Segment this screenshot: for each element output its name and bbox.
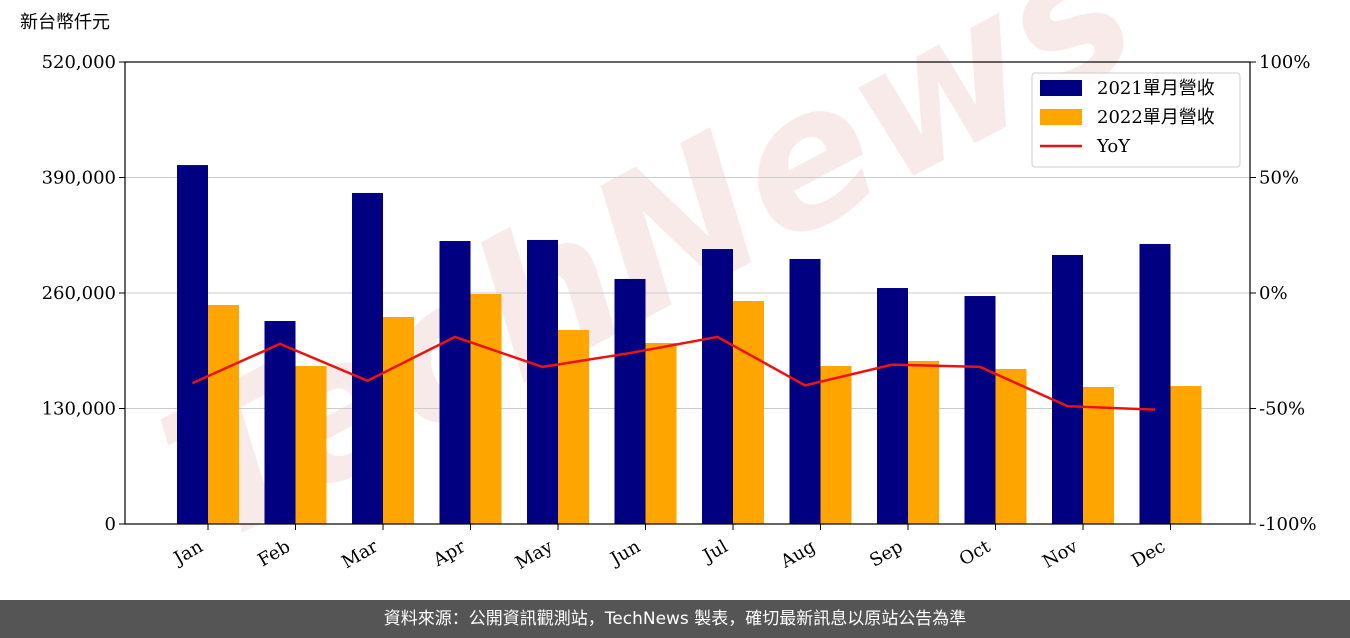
bar	[820, 366, 852, 524]
x-tick-label: Oct	[956, 536, 995, 571]
bar	[908, 360, 939, 524]
y2-tick-label: 50%	[1259, 168, 1299, 189]
footer: 資料來源：公開資訊觀測站，TechNews 製表，確切最新訊息以原站公告為準	[0, 600, 1350, 638]
x-tick-label: Jul	[698, 536, 732, 568]
yoy-line	[191, 335, 1156, 411]
bar	[383, 316, 414, 524]
y-tick-label: 390,000	[42, 168, 116, 189]
bar	[1139, 243, 1171, 525]
bar	[645, 343, 677, 524]
bar	[702, 249, 733, 524]
y2-tick-label: -50%	[1259, 399, 1305, 420]
x-tick-label: Aug	[776, 536, 819, 573]
bar	[295, 366, 327, 524]
y2-tick-label: -100%	[1259, 514, 1317, 535]
y-tick-label: 0	[105, 514, 116, 535]
legend-swatch	[1040, 109, 1082, 125]
y2-tick-label: 0%	[1259, 283, 1288, 304]
x-tick-label: May	[512, 536, 557, 574]
x-tick-label: Nov	[1039, 536, 1082, 573]
y-tick-label: 260,000	[42, 283, 116, 304]
legend-label: 2021單月營收	[1097, 78, 1215, 99]
x-tick-label: Mar	[338, 536, 382, 573]
x-tick-label: Jun	[605, 536, 644, 571]
bar	[352, 192, 383, 524]
bar	[470, 293, 502, 524]
legend: 2021單月營收 2022單月營收 YoY	[1031, 72, 1241, 168]
bar	[1052, 254, 1083, 524]
bar	[439, 241, 471, 524]
x-tick-label: Apr	[429, 536, 469, 571]
bar	[789, 258, 821, 524]
bar	[208, 304, 239, 524]
bar	[1083, 386, 1114, 524]
y2-tick-label: 100%	[1259, 52, 1310, 73]
bar	[264, 320, 296, 524]
x-tick-label: Sep	[866, 536, 906, 571]
y-tick-label: 130,000	[42, 399, 116, 420]
bar	[527, 239, 558, 524]
bar	[964, 296, 996, 524]
legend-box	[1031, 72, 1241, 168]
legend-label: YoY	[1096, 136, 1131, 157]
x-tick-label: Dec	[1128, 536, 1169, 572]
plot-frame	[124, 61, 1251, 525]
bar	[614, 278, 646, 524]
bar	[177, 165, 208, 525]
bar	[995, 368, 1027, 524]
legend-label: 2022單月營收	[1097, 107, 1215, 128]
legend-swatch	[1040, 80, 1082, 96]
bar	[877, 288, 908, 524]
y-axis-unit: 新台幣仟元	[20, 12, 110, 33]
bar	[733, 300, 764, 524]
x-tick-label: Jan	[169, 536, 207, 570]
chart: 新台幣仟元 TechNews0130,000260,000390,000520,…	[20, 0, 1317, 588]
bar	[1170, 386, 1202, 524]
y-tick-label: 520,000	[42, 52, 116, 73]
